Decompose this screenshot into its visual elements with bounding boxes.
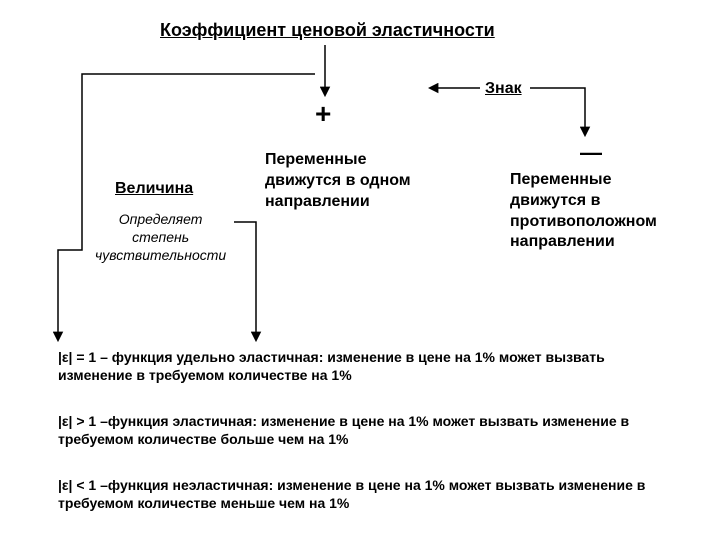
- diagram-title: Коэффициент ценовой эластичности: [160, 20, 495, 41]
- bullet-2: |ε| > 1 –функция эластичная: изменение в…: [58, 412, 668, 448]
- plus-sign: +: [315, 98, 331, 130]
- bullet-1: |ε| = 1 – функция удельно эластичная: из…: [58, 348, 668, 384]
- magnitude-subtext: Определяетстепеньчувствительности: [95, 210, 226, 265]
- magnitude-label: Величина: [115, 180, 193, 198]
- minus-description: Переменныедвижутся впротивоположномнапра…: [510, 170, 657, 253]
- bullet-3: |ε| < 1 –функция неэластичная: изменение…: [58, 476, 668, 512]
- sign-label: Знак: [485, 80, 522, 98]
- plus-description: Переменныедвижутся в одномнаправлении: [265, 150, 411, 212]
- minus-sign: —: [580, 140, 602, 166]
- connector-lines: [0, 0, 720, 540]
